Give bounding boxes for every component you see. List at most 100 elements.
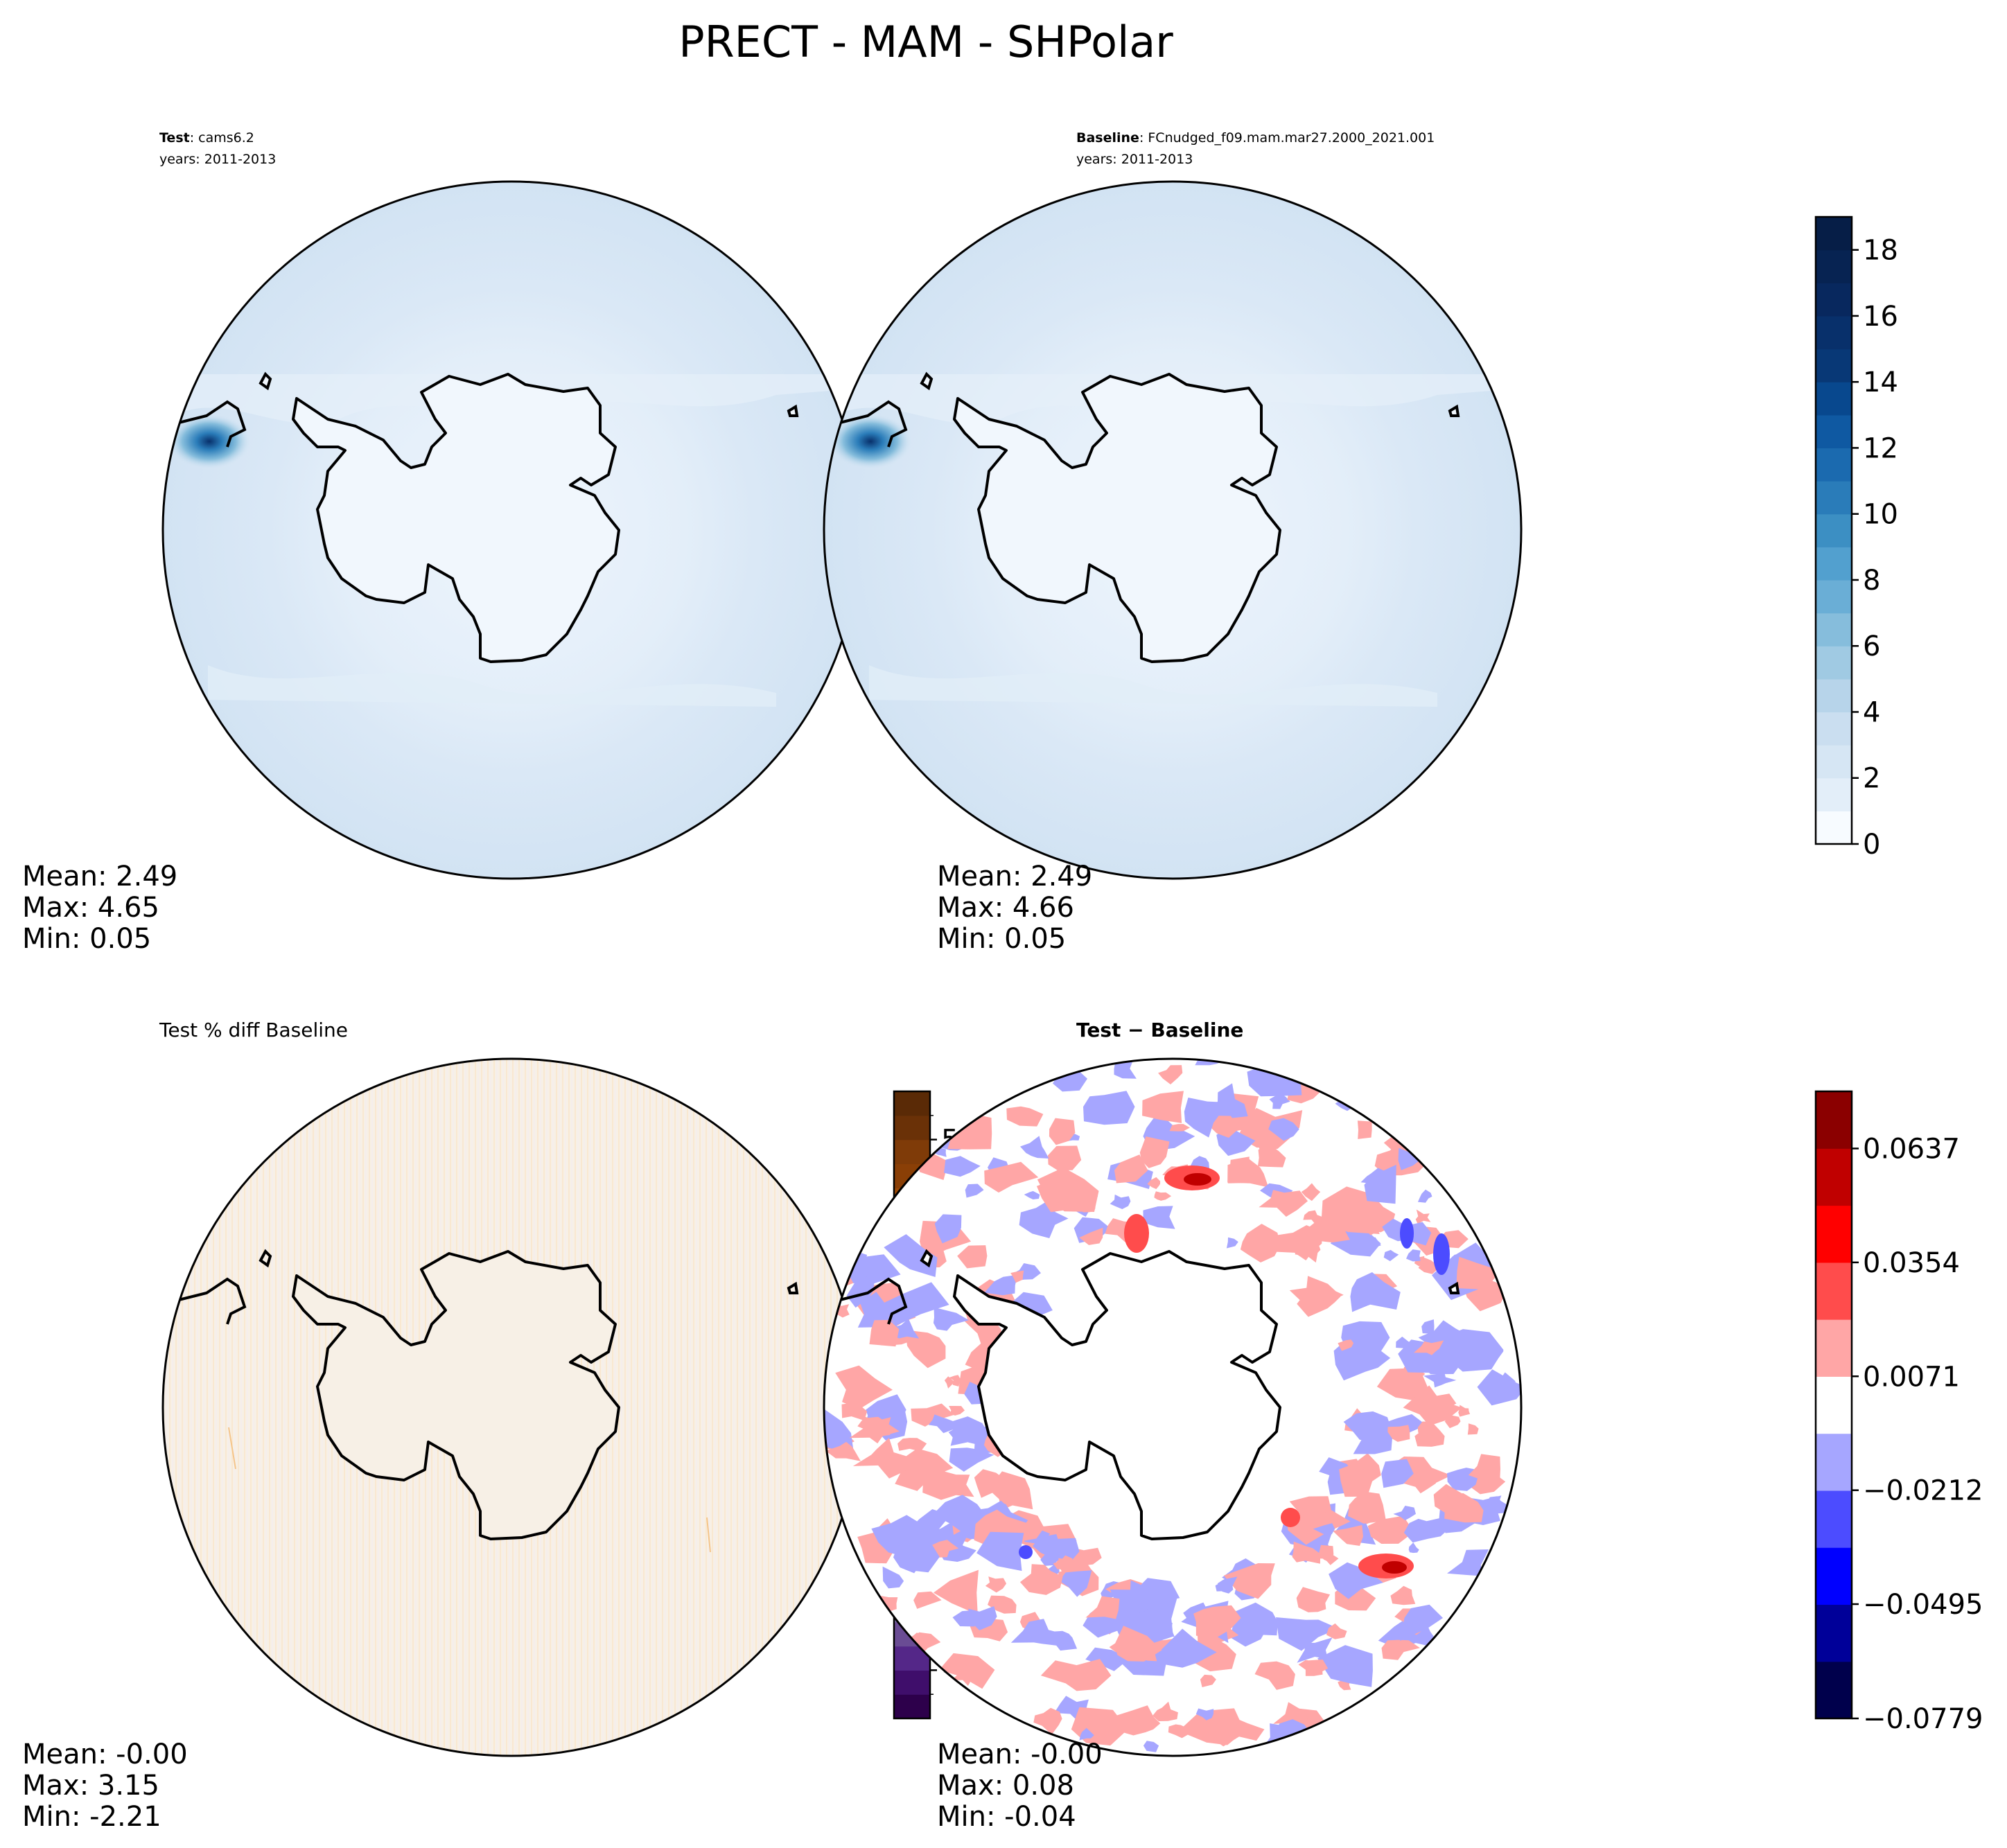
test-stat-max: Max: 4.65 (22, 892, 159, 924)
diff-anomaly-blob (1403, 1385, 1462, 1426)
diff-anomaly-blob (984, 1274, 1018, 1296)
diff-anomaly-blob (1357, 1120, 1372, 1139)
diff-anomaly-blob (859, 1377, 880, 1388)
diff-anomaly-blob (1313, 1523, 1335, 1535)
diff-anomaly-blob (1169, 1124, 1190, 1132)
diff-anomaly-blob (905, 1330, 946, 1369)
diff-anomaly-blob (1193, 1605, 1241, 1639)
diff-colorbar-tick-label: 0.0637 (1863, 1133, 1960, 1165)
baseline-colorbar-band (1816, 811, 1852, 845)
panel-baseline: Baseline: FCnudged_f09.mam.mar27.2000_20… (823, 130, 1898, 955)
diff-anomaly-blob (1387, 1425, 1410, 1442)
diff-colorbar-frame (1814, 1090, 1853, 1720)
diff-colorbar-band (1816, 1205, 1852, 1263)
diff-anomaly-blob (1079, 1727, 1094, 1741)
diff-anomaly-blob (1223, 1563, 1275, 1599)
diff-anomaly-blob (949, 1447, 994, 1472)
diff-anomaly-blob (1304, 1660, 1329, 1673)
diff-anomaly-blob (1390, 1585, 1416, 1605)
diff-anomaly-blob (1333, 1524, 1363, 1546)
diff-anomaly-blob (1482, 1344, 1504, 1358)
diff-anomaly-blob (897, 1438, 927, 1452)
pctdiff-colorbar-band (894, 1115, 930, 1141)
diff-anomaly-blob (1158, 1065, 1183, 1084)
baseline-stat-mean: Mean: 2.49 (937, 861, 1092, 892)
diff-anomaly-blob (1154, 1191, 1172, 1201)
diff-anomaly-hotspot (1281, 1508, 1300, 1527)
diff-anomaly-blob (1396, 1337, 1416, 1349)
diff-anomaly-blob (934, 1214, 962, 1244)
diff-anomaly-blob (965, 1183, 984, 1198)
diff-anomaly-blob (949, 1406, 965, 1416)
baseline-colorbar-band (1816, 315, 1852, 350)
diff-anomaly-blob (852, 1438, 913, 1479)
diff-anomaly-blob (957, 1245, 988, 1269)
diff-anomaly-blob (1415, 1209, 1431, 1224)
baseline-colorbar-frame (1814, 215, 1853, 845)
diff-colorbar-band (1816, 1547, 1852, 1605)
diff-anomaly-blob (922, 1470, 974, 1500)
diff-anomaly-blob (882, 1566, 904, 1589)
diff-colorbar-band (1816, 1319, 1852, 1377)
diff-anomaly-blob (1331, 1466, 1342, 1479)
diff-anomaly-blobs (824, 1059, 1521, 1756)
diff-anomaly-blob (944, 1156, 981, 1177)
diff-stat-max: Max: 0.08 (937, 1770, 1074, 1802)
diff-anomaly-hotspot (1124, 1214, 1149, 1253)
diff-anomaly-hotspot (1382, 1561, 1407, 1574)
baseline-colorbar-band (1816, 283, 1852, 317)
diff-anomaly-blob (984, 1161, 1039, 1193)
diff-anomaly-blob (1316, 1287, 1344, 1303)
baseline-colorbar-band (1816, 777, 1852, 811)
diff-colorbar-tick-label: −0.0212 (1863, 1475, 1983, 1507)
diff-anomaly-blob (1403, 1474, 1436, 1494)
diff-anomaly-blob (1240, 1224, 1281, 1262)
diff-anomaly-blob (1040, 1659, 1112, 1691)
diff-anomaly-blob (1303, 1210, 1324, 1224)
diff-colorbar-tick-label: 0.0354 (1863, 1247, 1960, 1279)
test-map (163, 182, 860, 879)
diff-stat-min: Min: -0.04 (937, 1801, 1076, 1833)
diff-anomaly-blob (1414, 1340, 1444, 1355)
diff-colorbar-tick-label: −0.0495 (1863, 1589, 1983, 1621)
diff-anomaly-blob (1143, 1741, 1159, 1752)
baseline-colorbar-band (1816, 646, 1852, 680)
baseline-label-bold: Baseline (1076, 130, 1139, 146)
baseline-colorbar-band (1816, 414, 1852, 449)
diff-anomaly-blob (1418, 1257, 1438, 1274)
diff-anomaly-blob (849, 1416, 900, 1444)
baseline-map-boundary (823, 180, 1523, 880)
baseline-colorbar-band (1816, 678, 1852, 713)
diff-colorbar-band (1816, 1148, 1852, 1206)
diff-anomaly-blob (1367, 1515, 1414, 1544)
diff-anomaly-blob (1456, 1256, 1501, 1290)
diff-anomaly-blob (1083, 1091, 1135, 1125)
diff-anomaly-blob (952, 1669, 975, 1686)
baseline-colorbar-band (1816, 579, 1852, 614)
diff-anomaly-blob (1406, 1249, 1421, 1262)
diff-anomaly-blob (1033, 1534, 1060, 1561)
baseline-colorbar-band (1816, 481, 1852, 515)
diff-colorbar-band (1816, 1604, 1852, 1662)
pctdiff-stat-max: Max: 3.15 (22, 1770, 159, 1802)
diff-anomaly-blob (1297, 1626, 1319, 1637)
diff-anomaly-blob (884, 1234, 938, 1277)
baseline-colorbar-tick-label: 2 (1863, 763, 1880, 795)
baseline-colorbar-tick-label: 12 (1863, 432, 1898, 464)
diff-anomaly-blob (931, 1540, 959, 1558)
diff-anomaly-blob (1289, 1496, 1331, 1529)
diff-anomaly-blob (1487, 1496, 1510, 1514)
diff-anomaly-blob (1417, 1189, 1432, 1203)
figure-title: PRECT - MAM - SHPolar (678, 17, 1173, 67)
diff-anomaly-blob (1110, 1578, 1180, 1617)
diff-anomaly-blob (1393, 1506, 1416, 1521)
diff-anomaly-blob (1329, 1562, 1383, 1599)
baseline-colorbar-tick-label: 0 (1863, 829, 1880, 861)
diff-anomaly-blob (893, 1545, 936, 1574)
diff-anomaly-blob (1414, 1335, 1465, 1369)
baseline-colorbar-band (1816, 513, 1852, 547)
diff-anomaly-blob (1010, 1270, 1024, 1283)
baseline-colorbar-tick-label: 14 (1863, 367, 1898, 398)
diff-anomaly-blob (1458, 1405, 1471, 1417)
diff-anomaly-blob (1356, 1237, 1381, 1254)
